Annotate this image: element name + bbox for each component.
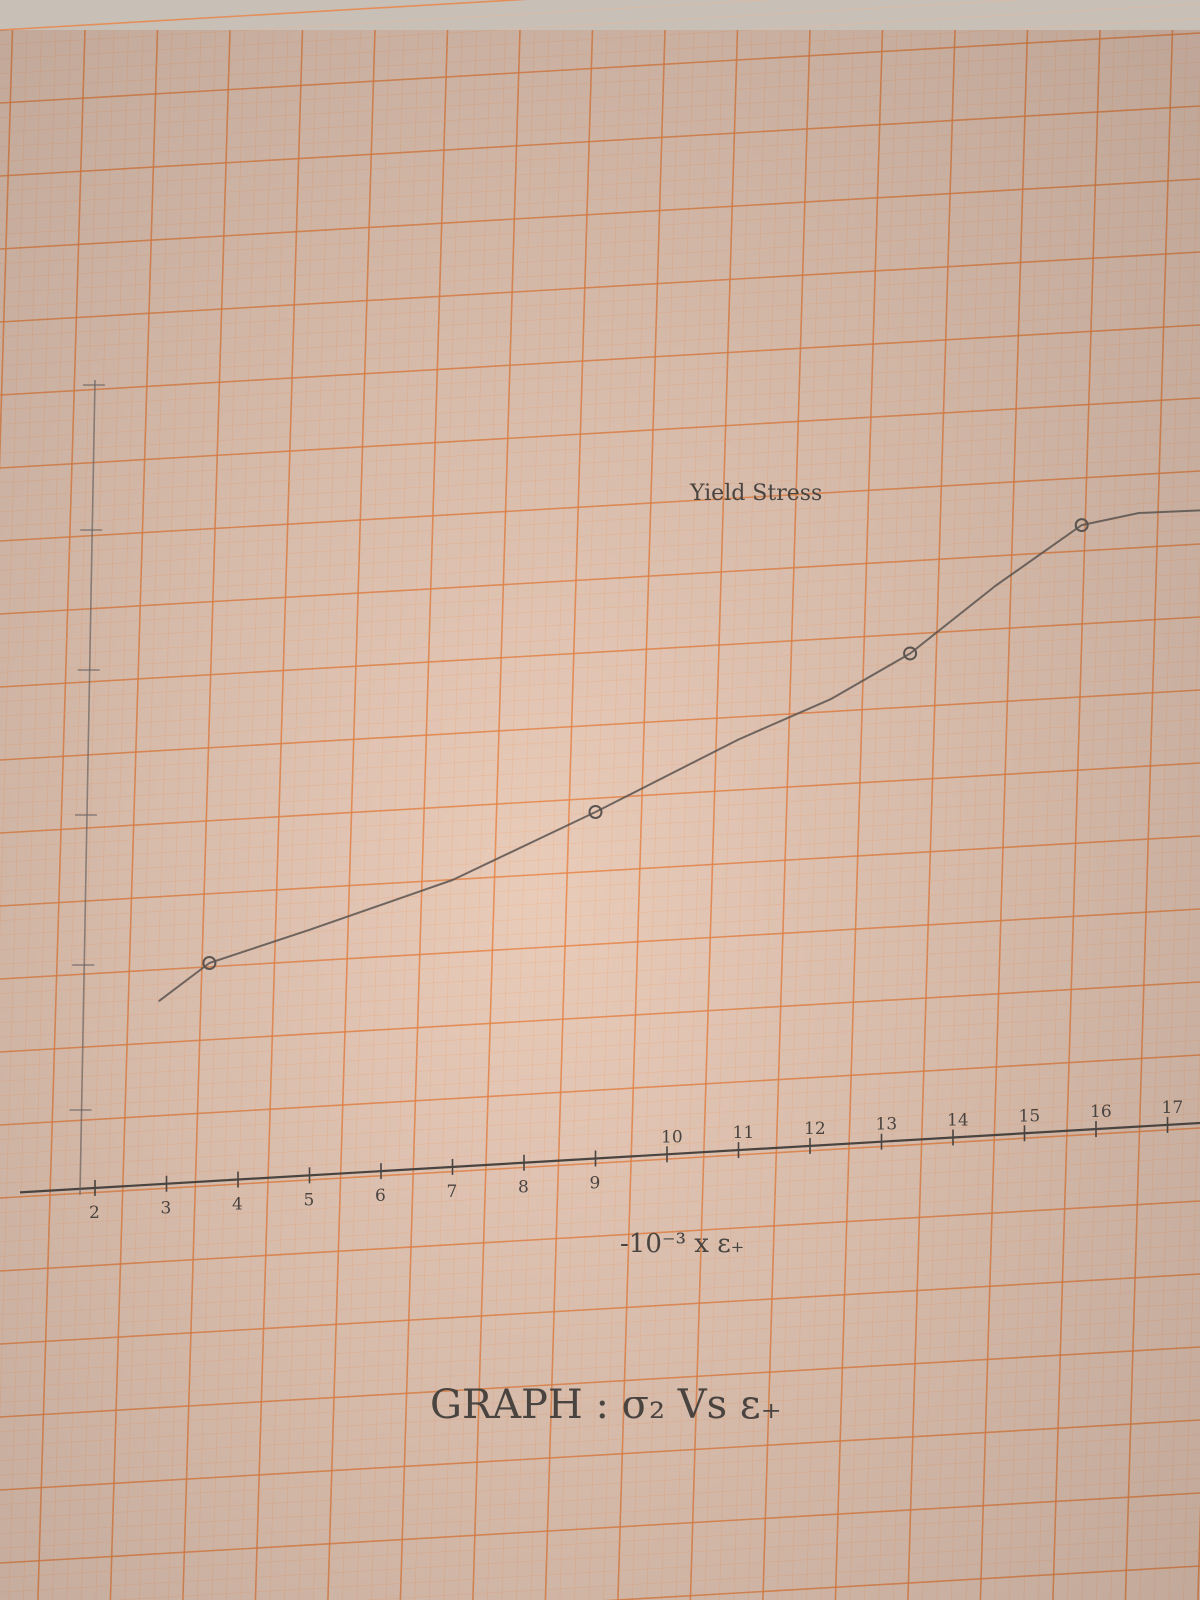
data-point-marker (588, 805, 603, 819)
chart-title: GRAPH : σ₂ Vs ε₊ (430, 1382, 782, 1428)
x-tick-label: 4 (232, 1195, 243, 1215)
x-tick-label: 8 (518, 1178, 529, 1198)
x-tick-label: 10 (661, 1127, 683, 1147)
plot-area (158, 509, 1200, 1002)
x-tick-label: 3 (161, 1199, 172, 1219)
x-tick-label: 2 (89, 1203, 100, 1223)
x-tick-label: 6 (375, 1186, 386, 1206)
x-tick-label: 12 (804, 1119, 826, 1139)
x-axis-line (19, 1121, 1200, 1194)
x-tick-label: 14 (947, 1110, 969, 1130)
y-axis-line (79, 379, 96, 1196)
x-tick-label: 15 (1019, 1106, 1041, 1126)
x-tick-label: 13 (876, 1115, 898, 1135)
x-tick-label: 11 (733, 1123, 755, 1143)
data-point-marker (202, 956, 217, 970)
yield-stress-annotation: Yield Stress (689, 481, 822, 506)
x-tick-label: 9 (590, 1174, 601, 1194)
axes (19, 379, 1200, 1196)
x-tick-label: 16 (1090, 1102, 1112, 1122)
x-tick-labels: 2 3 4 5 6 7 8 9 10 11 12 13 14 15 16 17 (89, 1098, 1183, 1223)
data-point-marker (1074, 518, 1089, 533)
x-axis-label: -10⁻³ x ε₊ (620, 1229, 744, 1259)
x-tick-label: 5 (304, 1190, 315, 1210)
grid-major-line (0, 0, 529, 31)
stress-strain-curve (158, 509, 1200, 1002)
data-point-marker (903, 646, 918, 661)
x-tick-label: 17 (1162, 1098, 1184, 1118)
x-tick-label: 7 (447, 1182, 458, 1202)
